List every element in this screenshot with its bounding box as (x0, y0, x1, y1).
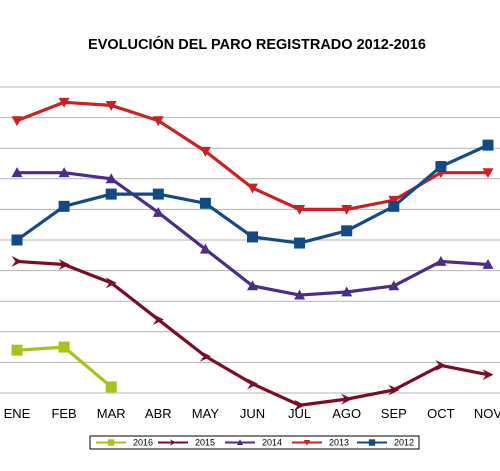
legend-entry: 2016 (96, 438, 153, 448)
data-point (294, 399, 306, 411)
legend-entry: 2015 (158, 438, 215, 448)
x-tick-label: ABR (145, 406, 172, 421)
series-line (16, 345, 113, 389)
data-point (58, 258, 70, 270)
x-tick-label: SEP (381, 406, 407, 421)
legend-label: 2012 (394, 438, 414, 448)
data-point (482, 369, 494, 381)
data-point (435, 359, 447, 371)
x-tick-label: JUL (288, 406, 311, 421)
chart-title: EVOLUCIÓN DEL PARO REGISTRADO 2012-2016 (88, 35, 426, 53)
x-tick-label: FEB (51, 406, 76, 421)
data-point (341, 393, 353, 405)
data-point (247, 378, 258, 390)
data-point (152, 206, 164, 217)
data-point (11, 255, 23, 267)
data-point (105, 381, 117, 393)
data-point (482, 139, 494, 151)
data-point (11, 234, 23, 246)
data-point (105, 173, 117, 184)
data-point (341, 225, 353, 237)
data-point (58, 200, 70, 212)
data-point (152, 188, 164, 200)
data-point (199, 243, 211, 254)
data-point (11, 344, 23, 356)
legend-entry: 2014 (225, 438, 282, 448)
x-tick-label: MAR (97, 406, 126, 421)
data-point (105, 277, 117, 289)
data-point (58, 341, 70, 353)
x-axis: ENE FEB MAR ABR MAY JUN JUL AGO SEP OCT NOV (4, 406, 500, 421)
data-point (199, 197, 211, 209)
data-point (199, 350, 211, 362)
x-tick-label: OCT (427, 406, 455, 421)
data-point (388, 195, 400, 206)
data-point (152, 116, 164, 127)
data-point (341, 205, 353, 215)
data-point (435, 161, 447, 173)
data-point (199, 146, 211, 157)
data-point (152, 314, 164, 326)
x-tick-label: JUN (240, 406, 265, 421)
x-tick-label: NOV (474, 406, 500, 421)
data-point (435, 255, 447, 266)
data-point (11, 116, 23, 127)
data-point (105, 100, 117, 111)
legend-entry: 2013 (292, 438, 349, 448)
series-line (16, 143, 489, 245)
data-point (482, 168, 494, 179)
legend-label: 2013 (329, 438, 349, 448)
data-point (294, 237, 306, 249)
data-point (247, 231, 258, 243)
data-point (105, 188, 117, 200)
legend-label: 2014 (262, 438, 282, 448)
legend-label: 2015 (195, 438, 215, 448)
data-point (247, 280, 258, 291)
data-point (368, 439, 376, 446)
data-point (388, 280, 400, 291)
data-point (58, 97, 70, 108)
data-point (388, 384, 400, 396)
data-point (236, 439, 244, 446)
legend-label: 2016 (133, 438, 153, 448)
data-point (303, 439, 311, 446)
data-point (169, 439, 177, 446)
series-2015 (11, 255, 494, 411)
data-point (294, 289, 306, 300)
data-point (482, 258, 494, 269)
series-2012 (11, 139, 494, 249)
x-tick-label: MAY (192, 406, 220, 421)
series-2014 (11, 167, 494, 300)
x-tick-label: AGO (332, 406, 361, 421)
data-point (388, 200, 400, 212)
data-point (58, 167, 70, 178)
data-point (341, 286, 353, 297)
legend: 2016 2015 2014 2013 2012 (89, 435, 420, 450)
data-point (11, 167, 23, 178)
data-point (294, 205, 306, 215)
series-2013 (11, 97, 494, 215)
legend-entry: 2012 (357, 438, 414, 448)
data-point (107, 439, 115, 446)
x-tick-label: ENE (4, 406, 31, 421)
series-layer (11, 97, 494, 411)
data-point (247, 183, 258, 194)
series-2016 (11, 341, 117, 393)
